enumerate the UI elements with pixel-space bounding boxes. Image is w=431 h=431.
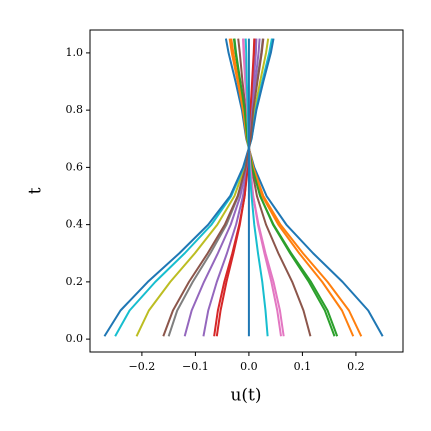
y-axis-label: t: [26, 187, 46, 194]
x-tick-label: 0.2: [347, 360, 365, 373]
y-tick-label: 0.2: [66, 275, 84, 288]
curve: [224, 38, 384, 337]
curve: [215, 38, 256, 337]
x-tick-label: −0.2: [129, 360, 156, 373]
curve: [183, 38, 261, 337]
y-tick-label: 1.0: [66, 46, 84, 59]
curve: [202, 38, 258, 337]
curve: [162, 38, 265, 337]
curve: [230, 38, 355, 337]
y-tick-label: 0.6: [66, 160, 84, 173]
curve: [242, 38, 285, 337]
curve: [233, 38, 336, 337]
y-tick-label: 0.4: [66, 218, 84, 231]
x-axis-label: u(t): [230, 386, 261, 406]
axes-frame: [89, 29, 404, 353]
y-tick-label: 0.8: [66, 103, 84, 116]
curve: [103, 38, 275, 337]
curve: [237, 38, 312, 337]
curve: [135, 38, 270, 337]
x-tick-label: 0.0: [240, 360, 258, 373]
x-tick-label: 0.1: [294, 360, 312, 373]
y-tick-label: 0.0: [66, 332, 84, 345]
curve: [244, 38, 269, 337]
plot-area: [103, 38, 384, 337]
x-tick-label: −0.1: [182, 360, 209, 373]
